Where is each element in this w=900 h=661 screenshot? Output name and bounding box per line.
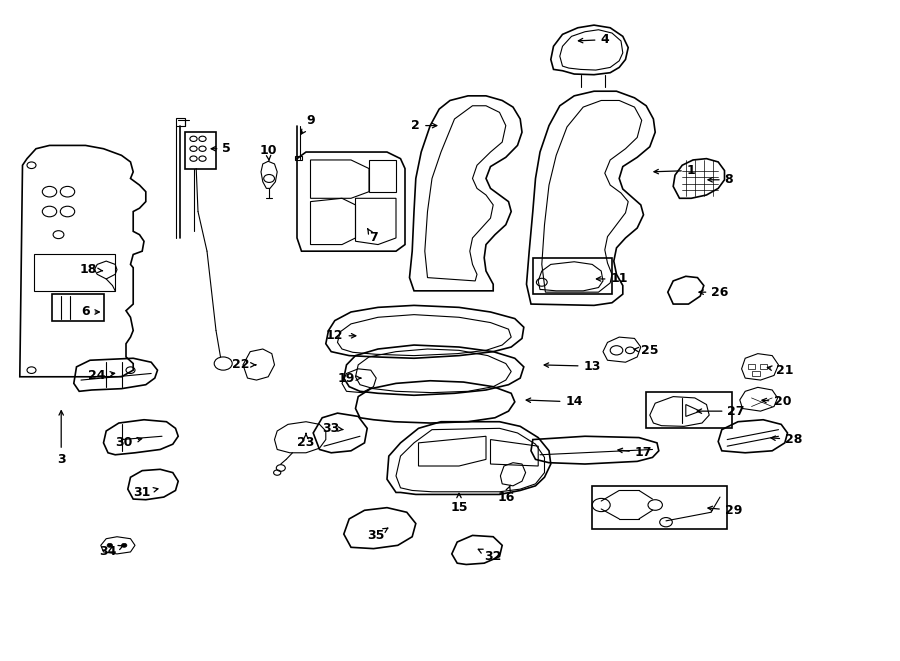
Text: 5: 5 <box>212 142 231 155</box>
Text: 21: 21 <box>768 364 794 377</box>
Text: 22: 22 <box>232 358 256 371</box>
Bar <box>748 364 755 369</box>
Text: 7: 7 <box>367 229 378 245</box>
Text: 20: 20 <box>762 395 792 408</box>
Text: 31: 31 <box>133 486 158 499</box>
Bar <box>176 118 185 126</box>
Text: 35: 35 <box>367 528 388 542</box>
Text: 9: 9 <box>302 114 315 134</box>
Text: 25: 25 <box>634 344 659 357</box>
Text: 15: 15 <box>450 493 468 514</box>
Bar <box>752 371 760 376</box>
Bar <box>592 486 727 529</box>
Text: 29: 29 <box>708 504 742 517</box>
Text: 11: 11 <box>597 272 628 286</box>
Text: 2: 2 <box>411 119 436 132</box>
Text: 34: 34 <box>99 545 123 559</box>
Bar <box>533 258 612 294</box>
Bar <box>760 364 767 369</box>
Bar <box>34 254 115 291</box>
Text: 28: 28 <box>771 433 803 446</box>
Text: 13: 13 <box>544 360 601 373</box>
Text: 26: 26 <box>699 286 729 299</box>
Text: 3: 3 <box>57 410 66 466</box>
Circle shape <box>107 543 112 547</box>
Text: 17: 17 <box>618 446 652 459</box>
Text: 10: 10 <box>259 144 277 160</box>
Text: 24: 24 <box>88 369 114 382</box>
Bar <box>646 392 732 428</box>
Text: 18: 18 <box>79 263 103 276</box>
Text: 23: 23 <box>297 434 315 449</box>
Text: 32: 32 <box>478 549 502 563</box>
Text: 30: 30 <box>115 436 141 449</box>
Text: 8: 8 <box>708 173 734 186</box>
Text: 16: 16 <box>497 485 515 504</box>
Text: 12: 12 <box>326 329 356 342</box>
Text: 33: 33 <box>322 422 343 435</box>
Text: 27: 27 <box>698 405 745 418</box>
Text: 1: 1 <box>654 164 696 177</box>
Text: 6: 6 <box>81 305 99 319</box>
Bar <box>295 156 302 160</box>
Text: 19: 19 <box>338 371 361 385</box>
Circle shape <box>122 543 127 547</box>
Text: 14: 14 <box>526 395 583 408</box>
Text: 4: 4 <box>579 33 609 46</box>
